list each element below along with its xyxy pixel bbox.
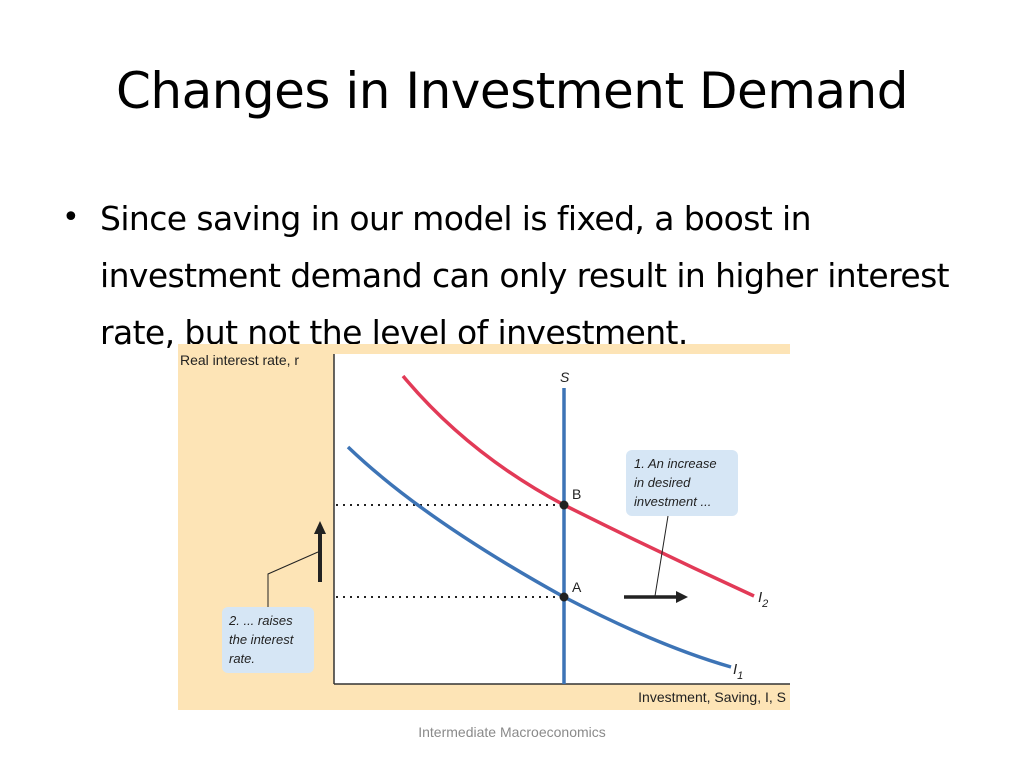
bullet-text: Since saving in our model is fixed, a bo… (100, 199, 950, 352)
point-a-marker (559, 592, 569, 602)
note-raises-line-3: rate. (229, 651, 255, 666)
note-increase-pointer (654, 515, 669, 597)
bullet-dot: • (62, 200, 80, 235)
note-increase-line-1: 1. An increase (634, 456, 717, 471)
i2-label: I2 (758, 589, 768, 610)
point-a-label: A (572, 579, 582, 595)
x-axis-label: Investment, Saving, I, S (638, 689, 786, 705)
note-increase-line-3: investment ... (634, 494, 711, 509)
point-b-marker (559, 500, 569, 510)
note-raises-line-2: the interest (229, 632, 295, 647)
diagram-svg: Real interest rate, r Investment, Saving… (178, 344, 790, 710)
plot-area (334, 354, 790, 684)
rise-arrow-head (314, 521, 326, 534)
y-axis-label: Real interest rate, r (180, 352, 299, 368)
note-increase-line-2: in desired (634, 475, 691, 490)
note-raises-pointer (267, 551, 319, 607)
point-b-label: B (572, 486, 581, 502)
i1-label: I1 (733, 661, 743, 682)
saving-label: S (560, 369, 570, 385)
slide-title: Changes in Investment Demand (116, 62, 908, 120)
note-raises-box (222, 607, 314, 673)
investment-saving-diagram: Real interest rate, r Investment, Saving… (178, 344, 790, 710)
shift-arrow-head (676, 591, 688, 603)
note-increase-box (626, 450, 738, 516)
i1-curve (346, 445, 732, 669)
slide-footer: Intermediate Macroeconomics (418, 724, 606, 740)
note-raises-line-1: 2. ... raises (228, 613, 293, 628)
